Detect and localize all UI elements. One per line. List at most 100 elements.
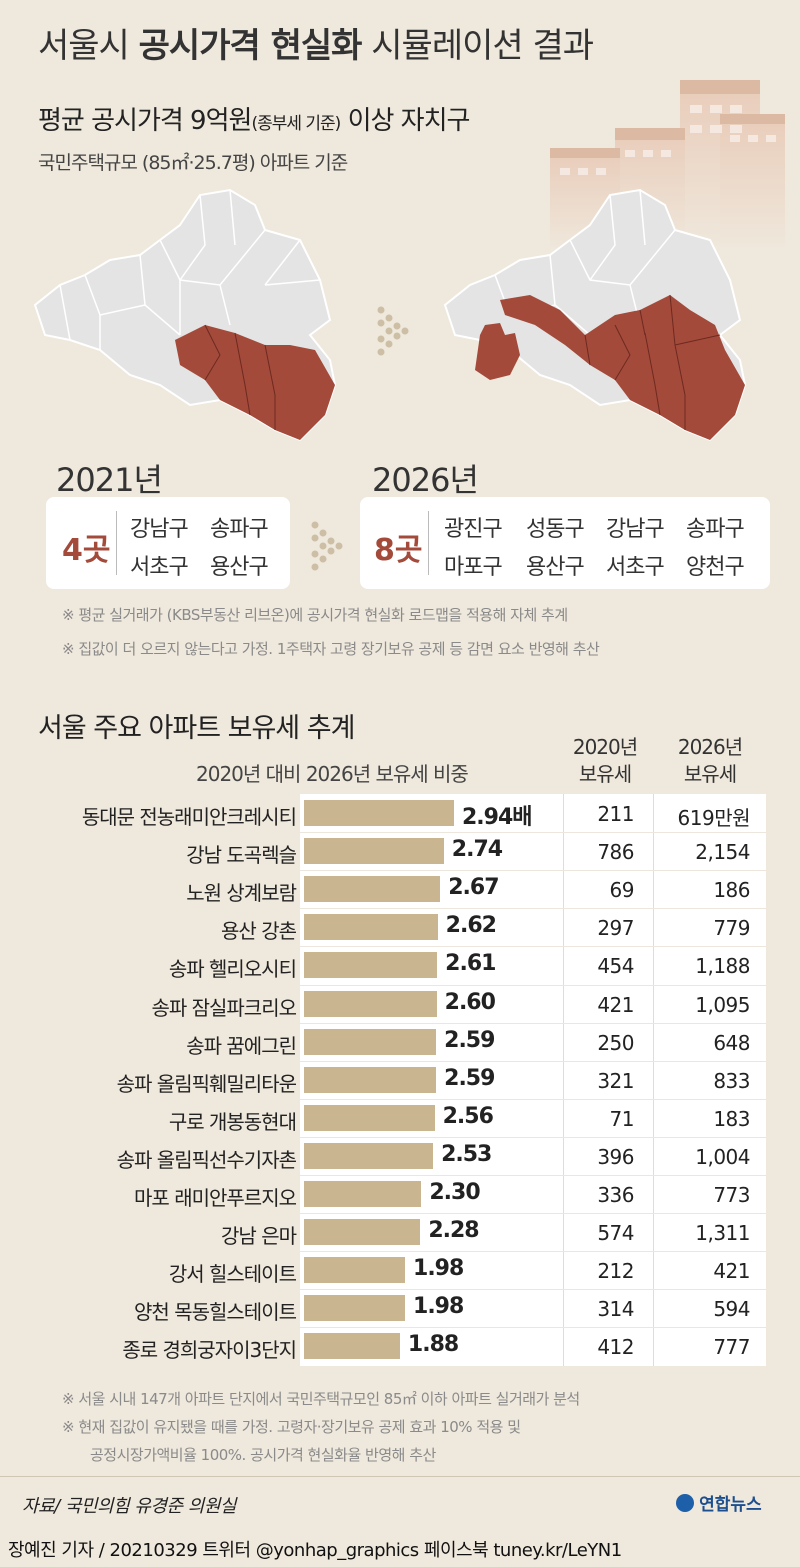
tax-2026-value: 619만원	[677, 806, 751, 830]
tax-2026-value: 1,095	[695, 992, 750, 1017]
table-row: 종로 경희궁자이3단지 1.88 412 777	[0, 1327, 800, 1365]
district-2026: 광진구	[444, 517, 503, 542]
map-subtitle: 평균 공시가격 9억원(종부세 기준) 이상 자치구	[38, 106, 470, 136]
tax-2026-value: 1,188	[695, 954, 750, 979]
page-title: 서울시 공시가격 현실화 시뮬레이션 결과	[38, 26, 594, 66]
ratio-label: 1.88	[407, 1332, 459, 1358]
apartment-name: 강서 힐스테이트	[168, 1262, 297, 1287]
tax-2026-value: 1,004	[695, 1144, 750, 1169]
district-2021: 강남구	[130, 517, 189, 542]
ratio-bar	[304, 990, 437, 1017]
row-separator	[300, 1213, 766, 1215]
ratio-bar	[304, 1066, 437, 1093]
table-row: 송파 올림픽훼밀리타운 2.59 321 833	[0, 1060, 800, 1099]
apartment-name: 동대문 전농래미안크레시티	[81, 805, 297, 829]
column-header-2020: 2020년 보유세	[572, 735, 638, 786]
chart-title: 서울 주요 아파트 보유세 추계	[38, 713, 355, 744]
seoul-map-2026	[443, 188, 747, 442]
ratio-label: 2.53	[441, 1141, 492, 1167]
district-2026: 용산구	[526, 555, 585, 580]
tax-2020-value: 454	[597, 954, 634, 979]
footnote: ※ 현재 집값이 유지됐을 때를 가정. 고령자·장기보유 공제 효과 10% …	[62, 1418, 521, 1436]
tax-2026-value: 648	[713, 1030, 750, 1055]
ratio-label: 2.61	[445, 951, 496, 977]
divider	[0, 1476, 800, 1477]
district-2026: 강남구	[606, 517, 665, 542]
tax-2020-value: 71	[609, 1106, 635, 1131]
ratio-label: 2.59	[444, 1065, 495, 1091]
ratio-bar	[304, 1104, 435, 1131]
apartment-name: 강남 은마	[221, 1224, 297, 1249]
ratio-label: 1.98	[413, 1256, 464, 1282]
tax-2026-value: 833	[713, 1068, 750, 1093]
table-row: 용산 강촌 2.62 297 779	[0, 908, 800, 946]
yonhap-logo-icon	[676, 1493, 694, 1512]
apartment-name: 강남 도곡렉슬	[186, 843, 297, 868]
ratio-label: 2.30	[429, 1180, 480, 1205]
district-2026: 성동구	[526, 517, 585, 542]
row-separator	[300, 870, 766, 872]
tax-2020-value: 250	[597, 1030, 634, 1055]
ratio-label: 2.67	[448, 875, 499, 901]
source: 자료/ 국민의힘 유경준 의원실	[22, 1496, 236, 1517]
table-row: 마포 래미안푸르지오 2.30 336 773	[0, 1175, 800, 1213]
tax-2020-value: 211	[597, 802, 634, 826]
box-divider	[428, 511, 429, 575]
tax-2020-value: 314	[597, 1297, 634, 1322]
ratio-bar	[304, 1181, 422, 1207]
box-divider	[116, 511, 117, 575]
tax-2026-value: 421	[713, 1259, 750, 1284]
ratio-bar	[304, 1333, 400, 1360]
table-row: 구로 개봉동현대 2.56 71 183	[0, 1098, 800, 1137]
ratio-bar	[304, 1257, 406, 1284]
district-2021: 용산구	[210, 555, 269, 580]
ratio-label: 2.60	[444, 989, 496, 1015]
district-2021: 송파구	[210, 517, 269, 542]
ratio-bar	[304, 1219, 421, 1246]
row-separator	[300, 1327, 766, 1329]
row-separator	[300, 1022, 766, 1024]
apartment-name: 송파 올림픽훼밀리타운	[116, 1071, 297, 1096]
tax-2026-value: 2,154	[695, 840, 750, 865]
apartment-name: 용산 강촌	[221, 919, 297, 944]
table-row: 송파 꿈에그린 2.59 250 648	[0, 1022, 800, 1061]
ratio-label: 2.62	[445, 913, 497, 939]
row-separator	[300, 1098, 766, 1100]
district-2026: 송파구	[686, 517, 745, 542]
apartment-name: 양천 목동힐스테이트	[134, 1300, 297, 1325]
district-2026: 마포구	[444, 555, 503, 580]
tax-2020-value: 212	[597, 1259, 634, 1284]
tax-2020-value: 396	[597, 1144, 634, 1169]
ratio-label: 2.94배	[462, 805, 533, 830]
row-separator	[300, 1175, 766, 1176]
tax-2020-value: 336	[597, 1183, 634, 1207]
tax-2020-value: 297	[597, 916, 634, 941]
yonhap-logo: 연합뉴스	[676, 1490, 762, 1515]
apartment-name: 송파 꿈에그린	[186, 1033, 297, 1058]
ratio-bar	[304, 838, 444, 865]
ratio-label: 2.74	[451, 837, 503, 863]
ratio-label: 2.28	[428, 1218, 479, 1244]
tax-2020-value: 786	[597, 840, 634, 865]
tax-2026-value: 594	[713, 1297, 750, 1322]
table-row: 송파 헬리오시티 2.61 454 1,188	[0, 946, 800, 984]
apartment-name: 송파 잠실파크리오	[151, 995, 297, 1020]
highlighted-district-yangcheon	[475, 323, 520, 380]
table-row: 양천 목동힐스테이트 1.98 314 594	[0, 1289, 800, 1327]
ratio-label: 2.59	[444, 1027, 495, 1053]
row-separator	[300, 1289, 766, 1291]
apartment-name: 노원 상계보람	[186, 881, 297, 906]
districts-box-2026: 8곳 광진구 성동구 강남구 송파구 마포구 용산구 서초구 양천구	[360, 497, 770, 589]
apartment-name: 마포 래미안푸르지오	[134, 1186, 297, 1210]
district-2026: 양천구	[686, 555, 745, 580]
district-2021: 서초구	[130, 555, 189, 580]
ratio-label: 2.56	[442, 1103, 494, 1129]
table-row: 송파 올림픽선수기자촌 2.53 396 1,004	[0, 1136, 800, 1175]
table-row: 강남 도곡렉슬 2.74 786 2,154	[0, 832, 800, 870]
apartment-name: 종로 경희궁자이3단지	[122, 1338, 297, 1363]
tax-2020-value: 69	[609, 878, 635, 903]
footnote: 공정시장가액비율 100%. 공시가격 현실화율 반영해 추산	[90, 1446, 436, 1464]
tax-2020-value: 574	[597, 1221, 634, 1246]
year-label-2026: 2026년	[372, 461, 479, 499]
column-header-2026: 2026년 보유세	[677, 735, 743, 786]
